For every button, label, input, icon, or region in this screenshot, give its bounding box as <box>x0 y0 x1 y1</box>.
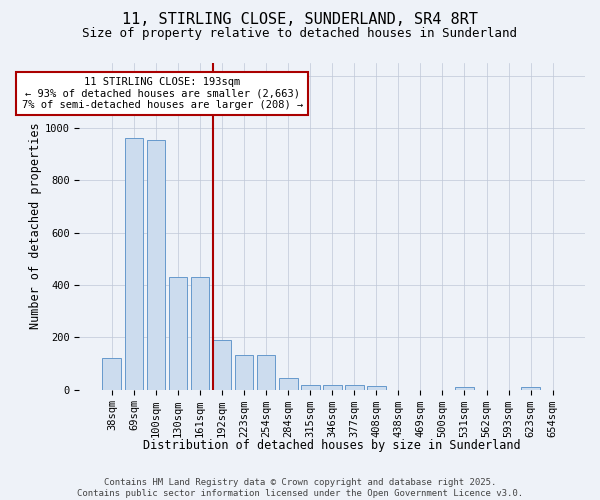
Bar <box>146 140 165 390</box>
X-axis label: Distribution of detached houses by size in Sunderland: Distribution of detached houses by size … <box>143 440 521 452</box>
Bar <box>169 277 187 390</box>
Text: 11, STIRLING CLOSE, SUNDERLAND, SR4 8RT: 11, STIRLING CLOSE, SUNDERLAND, SR4 8RT <box>122 12 478 28</box>
Bar <box>301 385 320 390</box>
Text: 11 STIRLING CLOSE: 193sqm
← 93% of detached houses are smaller (2,663)
7% of sem: 11 STIRLING CLOSE: 193sqm ← 93% of detac… <box>22 77 303 110</box>
Bar <box>235 356 253 390</box>
Bar <box>367 386 386 390</box>
Bar <box>455 388 474 390</box>
Bar <box>125 138 143 390</box>
Bar <box>521 387 540 390</box>
Y-axis label: Number of detached properties: Number of detached properties <box>29 122 42 330</box>
Bar <box>323 385 341 390</box>
Bar <box>191 277 209 390</box>
Bar <box>257 356 275 390</box>
Bar <box>279 378 298 390</box>
Bar <box>212 340 232 390</box>
Text: Contains HM Land Registry data © Crown copyright and database right 2025.
Contai: Contains HM Land Registry data © Crown c… <box>77 478 523 498</box>
Bar <box>103 358 121 390</box>
Bar <box>345 385 364 390</box>
Text: Size of property relative to detached houses in Sunderland: Size of property relative to detached ho… <box>83 28 517 40</box>
